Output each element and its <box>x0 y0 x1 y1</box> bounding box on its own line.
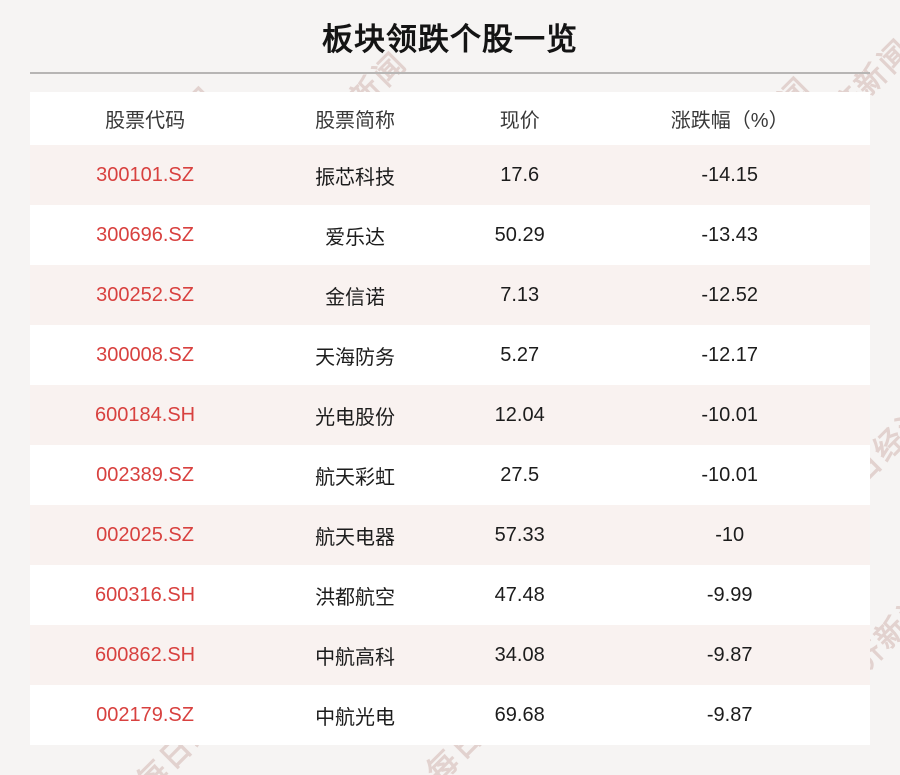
change-pct-cell: -12.52 <box>701 283 759 306</box>
table-row: 002179.SZ 中航光电 69.68 -9.87 <box>30 685 870 745</box>
change-pct-cell: -10.01 <box>701 463 759 486</box>
stock-code-cell: 002025.SZ <box>96 523 194 546</box>
stock-name-cell: 爱乐达 <box>325 226 386 249</box>
change-pct-cell: -10 <box>715 523 745 546</box>
table-body: 300101.SZ 振芯科技 17.6 -14.15 300696.SZ 爱乐达… <box>30 145 870 745</box>
price-cell: 12.04 <box>494 403 545 426</box>
stock-name-cell: 光电股份 <box>315 406 396 429</box>
stock-name-cell: 振芯科技 <box>315 166 396 189</box>
stock-name-cell: 金信诺 <box>325 286 386 309</box>
change-pct-cell: -14.15 <box>701 163 759 186</box>
table-row: 600316.SH 洪都航空 47.48 -9.99 <box>30 565 870 625</box>
price-cell: 47.48 <box>494 583 545 606</box>
table-row: 300252.SZ 金信诺 7.13 -12.52 <box>30 265 870 325</box>
table-header-row: 股票代码 股票简称 现价 涨跌幅（%） <box>30 92 870 145</box>
column-header-stock-code: 股票代码 <box>105 110 186 132</box>
stock-code-cell: 002179.SZ <box>96 703 194 726</box>
stocks-table: 股票代码 股票简称 现价 涨跌幅（%） 300101.SZ 振芯科技 17.6 … <box>30 92 870 745</box>
stock-code-cell: 300101.SZ <box>96 163 194 186</box>
price-cell: 34.08 <box>494 643 545 666</box>
stock-name-cell: 中航高科 <box>315 646 396 669</box>
table-row: 002389.SZ 航天彩虹 27.5 -10.01 <box>30 445 870 505</box>
column-header-price: 现价 <box>499 110 540 132</box>
table-row: 300696.SZ 爱乐达 50.29 -13.43 <box>30 205 870 265</box>
stock-code-cell: 002389.SZ <box>96 463 194 486</box>
table-row: 300101.SZ 振芯科技 17.6 -14.15 <box>30 145 870 205</box>
change-pct-cell: -13.43 <box>701 223 759 246</box>
price-cell: 5.27 <box>500 343 540 366</box>
stock-code-cell: 300252.SZ <box>96 283 194 306</box>
price-cell: 27.5 <box>500 463 540 486</box>
table-row: 600862.SH 中航高科 34.08 -9.87 <box>30 625 870 685</box>
stock-name-cell: 航天彩虹 <box>315 466 396 489</box>
column-header-change-pct: 涨跌幅（%） <box>670 110 789 132</box>
title-divider <box>30 72 870 74</box>
change-pct-cell: -9.99 <box>706 583 753 606</box>
change-pct-cell: -12.17 <box>701 343 759 366</box>
stock-code-cell: 600184.SH <box>95 403 196 426</box>
table-row: 002025.SZ 航天电器 57.33 -10 <box>30 505 870 565</box>
stock-code-cell: 600862.SH <box>95 643 196 666</box>
change-pct-cell: -10.01 <box>701 403 759 426</box>
price-cell: 69.68 <box>494 703 545 726</box>
stock-name-cell: 天海防务 <box>315 346 396 369</box>
table-row: 300008.SZ 天海防务 5.27 -12.17 <box>30 325 870 385</box>
page-title: 板块领跌个股一览 <box>322 22 578 57</box>
column-header-stock-name: 股票简称 <box>315 110 396 132</box>
price-cell: 17.6 <box>500 163 540 186</box>
table-row: 600184.SH 光电股份 12.04 -10.01 <box>30 385 870 445</box>
price-cell: 57.33 <box>494 523 545 546</box>
change-pct-cell: -9.87 <box>706 703 753 726</box>
price-cell: 7.13 <box>500 283 540 306</box>
change-pct-cell: -9.87 <box>706 643 753 666</box>
stock-name-cell: 洪都航空 <box>315 586 396 609</box>
stock-code-cell: 300008.SZ <box>96 343 194 366</box>
stock-name-cell: 中航光电 <box>315 706 396 729</box>
stock-name-cell: 航天电器 <box>315 526 396 549</box>
stock-code-cell: 300696.SZ <box>96 223 194 246</box>
price-cell: 50.29 <box>494 223 545 246</box>
stock-code-cell: 600316.SH <box>95 583 196 606</box>
